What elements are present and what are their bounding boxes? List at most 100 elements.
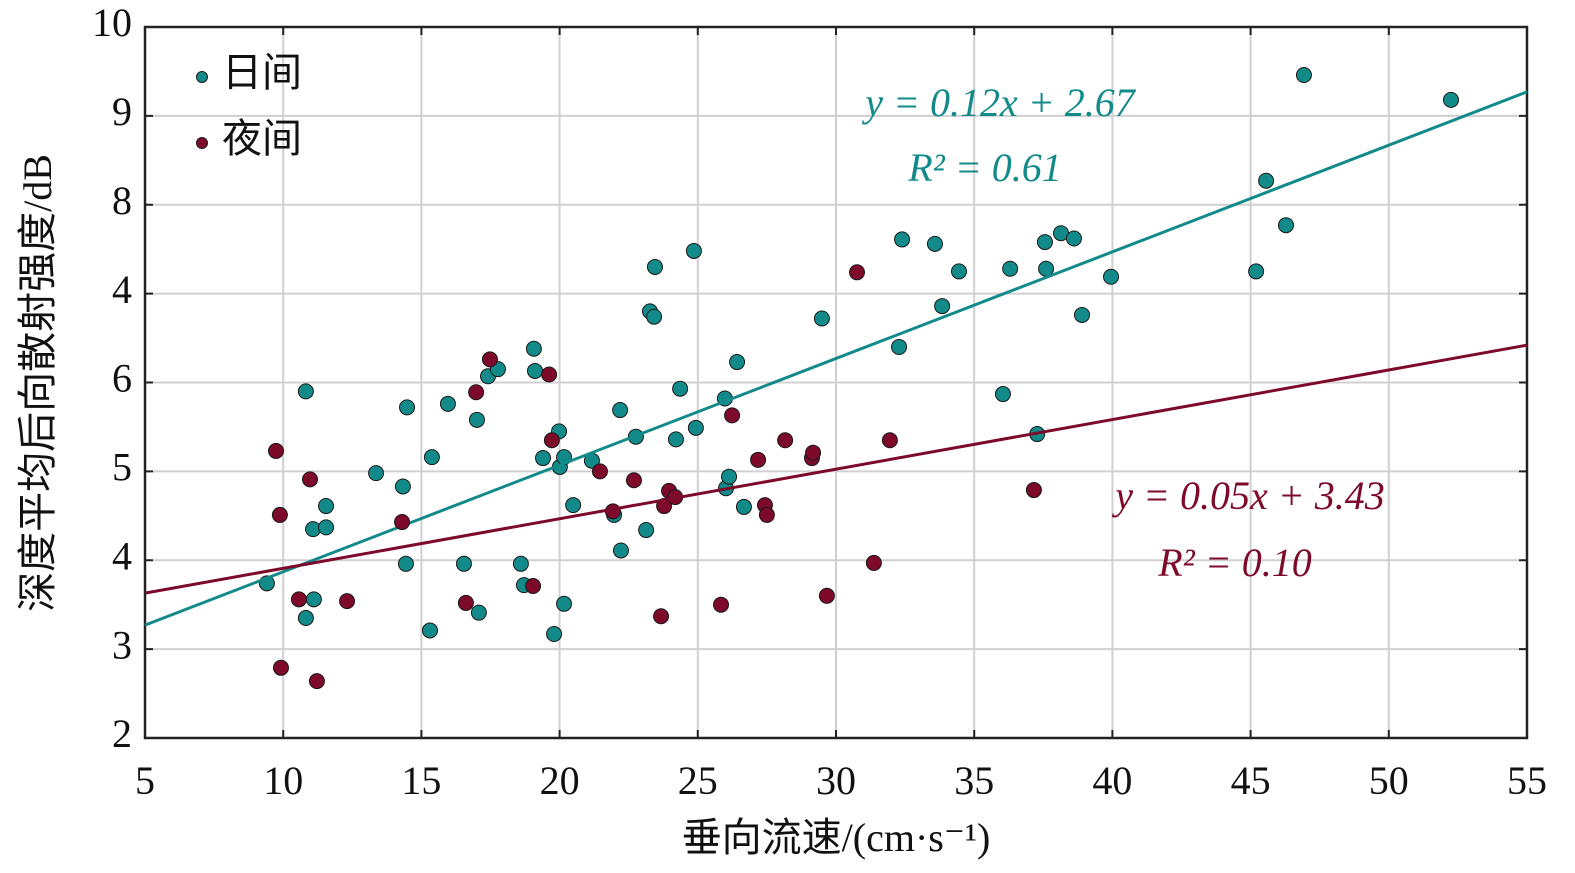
data-point	[750, 451, 767, 468]
y-tick-label: 8	[112, 178, 132, 223]
y-tick-label: 6	[112, 356, 132, 401]
data-point	[653, 608, 670, 625]
data-point	[1277, 217, 1294, 234]
data-point	[397, 555, 414, 572]
data-point	[297, 383, 314, 400]
data-point	[646, 308, 663, 325]
data-point	[685, 242, 702, 259]
data-point	[268, 442, 285, 459]
data-point	[271, 506, 288, 523]
data-point	[421, 622, 438, 639]
x-tick-label: 45	[1231, 758, 1271, 803]
y-tick-label: 10	[92, 0, 132, 45]
data-point	[527, 362, 544, 379]
data-point	[290, 591, 307, 608]
data-point	[813, 310, 830, 327]
data-point	[1065, 230, 1082, 247]
plot-frame	[143, 25, 1529, 740]
data-point	[525, 578, 542, 595]
data-point	[318, 519, 335, 536]
data-point	[339, 593, 356, 610]
data-point	[625, 472, 642, 489]
data-point	[525, 340, 542, 357]
data-point	[1025, 482, 1042, 499]
x-tick-label: 15	[401, 758, 441, 803]
data-point	[891, 338, 908, 355]
equation: y = 0.12x + 2.67	[861, 80, 1136, 125]
data-point	[1002, 260, 1019, 277]
data-point	[591, 463, 608, 480]
data-point	[308, 673, 325, 690]
data-point	[849, 264, 866, 281]
data-point	[994, 386, 1011, 403]
data-point	[729, 354, 746, 371]
data-point	[950, 263, 967, 280]
data-point	[672, 380, 689, 397]
data-point	[318, 498, 335, 515]
data-point	[468, 411, 485, 428]
y-axis-label: 深度平均后向散射强度/dB	[15, 154, 60, 612]
x-tick-label: 5	[135, 758, 155, 803]
legend-label: 日间	[222, 50, 302, 95]
legend-label: 夜间	[222, 116, 302, 161]
data-point	[1248, 263, 1265, 280]
data-point	[556, 595, 573, 612]
data-point	[481, 351, 498, 368]
x-tick-label: 20	[540, 758, 580, 803]
data-point	[1073, 306, 1090, 323]
data-point	[612, 542, 629, 559]
data-point	[1442, 91, 1459, 108]
data-point	[646, 258, 663, 275]
trend-line	[144, 90, 1528, 627]
y-tick-label: 2	[112, 711, 132, 756]
x-tick-label: 10	[263, 758, 303, 803]
trend-line	[144, 343, 1528, 595]
data-point	[818, 587, 835, 604]
data-point	[1295, 66, 1312, 83]
y-tick-label: 3	[112, 622, 132, 667]
data-point	[439, 395, 456, 412]
data-point	[865, 554, 882, 571]
x-tick-label: 50	[1369, 758, 1409, 803]
data-point	[565, 497, 582, 514]
x-tick-label: 30	[816, 758, 856, 803]
r-squared: R² = 0.61	[907, 145, 1061, 190]
legend-marker	[196, 137, 208, 149]
data-point	[399, 399, 416, 416]
y-tick-label: 9	[112, 89, 132, 134]
data-point	[638, 522, 655, 539]
data-point	[687, 419, 704, 436]
data-point	[468, 384, 485, 401]
data-point	[470, 604, 487, 621]
data-point	[1036, 234, 1053, 251]
data-point	[302, 471, 319, 488]
data-point	[1258, 172, 1275, 189]
data-point	[667, 431, 684, 448]
legend-marker	[196, 71, 208, 83]
data-point	[713, 596, 730, 613]
data-point	[368, 465, 385, 482]
y-tick-label: 4	[112, 533, 132, 578]
data-point	[512, 555, 529, 572]
y-tick-label: 5	[112, 445, 132, 490]
data-point	[543, 432, 560, 449]
r-squared: R² = 0.10	[1157, 540, 1311, 585]
data-point	[297, 610, 314, 627]
x-tick-label: 25	[678, 758, 718, 803]
data-point	[926, 235, 943, 252]
data-point	[1103, 268, 1120, 285]
data-point	[394, 478, 411, 495]
x-tick-label: 40	[1092, 758, 1132, 803]
data-point	[721, 468, 738, 485]
data-point	[612, 402, 629, 419]
data-point	[805, 444, 822, 461]
x-tick-label: 55	[1507, 758, 1547, 803]
data-point	[934, 298, 951, 315]
x-axis-label: 垂向流速/(cm·s⁻¹)	[682, 815, 991, 860]
data-point	[305, 591, 322, 608]
data-point	[535, 450, 552, 467]
data-point	[881, 432, 898, 449]
data-point	[777, 432, 794, 449]
data-point	[541, 366, 558, 383]
data-point	[735, 498, 752, 515]
